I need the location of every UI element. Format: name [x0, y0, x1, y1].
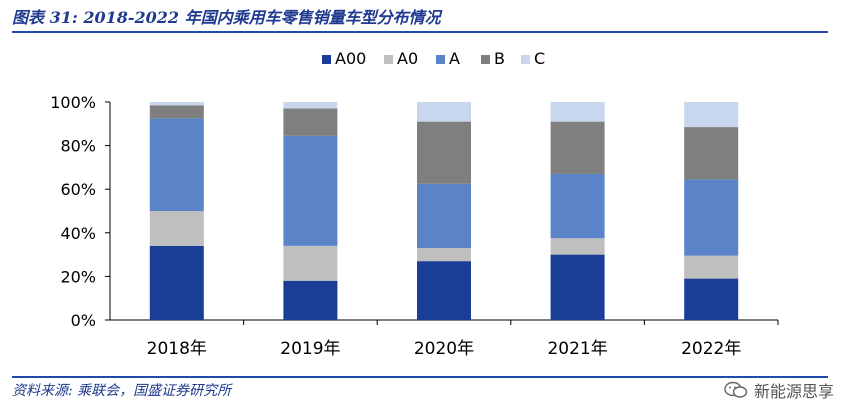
x-tick-label: 2022年	[681, 339, 741, 359]
bar-segment-a0	[283, 245, 338, 281]
y-tick-label: 100%	[50, 93, 96, 112]
bar-segment-b	[550, 121, 605, 174]
axes: 0% 20% 40% 60% 80% 100% 2018年 2019年 2020年 2021年 20…	[50, 93, 779, 359]
bar-segment-b	[283, 108, 338, 136]
legend-label: A	[449, 49, 460, 68]
x-tick-label: 2020年	[414, 339, 474, 359]
bar-segment-a0	[149, 211, 204, 246]
x-tick-label: 2021年	[547, 339, 607, 359]
bar-segment-a00	[550, 254, 605, 320]
legend-label: B	[494, 49, 505, 68]
bar-segment-a00	[149, 245, 204, 320]
bar-segment-a00	[684, 278, 739, 320]
y-tick-label: 0%	[71, 311, 96, 330]
bar-segment-a0	[684, 255, 739, 279]
bar-segment-c	[283, 102, 338, 109]
bar-segment-c	[550, 102, 605, 122]
bar-segment-c	[149, 102, 204, 106]
legend: A00 A0 A B C	[322, 49, 545, 68]
source-note: 资料来源: 乘联会，国盛证券研究所	[12, 383, 232, 399]
legend-swatch	[322, 55, 331, 64]
legend-swatch	[436, 55, 445, 64]
bar-segment-a	[283, 135, 338, 246]
bar-segment-b	[149, 105, 204, 119]
bottom-rule	[12, 376, 828, 378]
legend-label: C	[534, 49, 545, 68]
bar-segment-a	[684, 179, 739, 256]
bar-segment-b	[417, 121, 471, 184]
watermark-text: 新能源思享	[753, 382, 834, 401]
bar-segment-c	[684, 102, 739, 128]
legend-label: A0	[397, 49, 418, 68]
bars	[149, 102, 739, 320]
chart-title: 图表 31: 2018-2022 年国内乘用车零售销量车型分布情况	[12, 8, 441, 27]
top-rule	[12, 31, 828, 33]
y-tick-label: 60%	[60, 180, 96, 199]
legend-swatch	[521, 55, 530, 64]
legend-swatch	[481, 55, 490, 64]
bar-segment-c	[417, 102, 471, 122]
x-tick-label: 2018年	[147, 339, 207, 359]
y-tick-label: 80%	[60, 137, 96, 156]
bar-segment-a00	[283, 280, 338, 320]
stacked-bar-chart: A00 A0 A B C 0% 20% 40% 60% 80% 100% 2018年 2019年 202…	[50, 49, 779, 359]
bar-segment-a	[550, 173, 605, 239]
bar-segment-a	[149, 118, 204, 211]
bar-segment-a0	[417, 248, 471, 262]
wechat-icon	[724, 381, 748, 398]
x-tick-label: 2019年	[280, 339, 340, 359]
bar-segment-a00	[417, 261, 471, 320]
legend-swatch	[384, 55, 393, 64]
watermark: 新能源思享	[724, 378, 834, 402]
y-tick-label: 20%	[60, 267, 96, 286]
legend-label: A00	[335, 49, 366, 68]
bar-segment-a0	[550, 238, 605, 255]
y-tick-label: 40%	[60, 224, 96, 243]
bar-segment-a	[417, 183, 471, 249]
bar-segment-b	[684, 127, 739, 180]
